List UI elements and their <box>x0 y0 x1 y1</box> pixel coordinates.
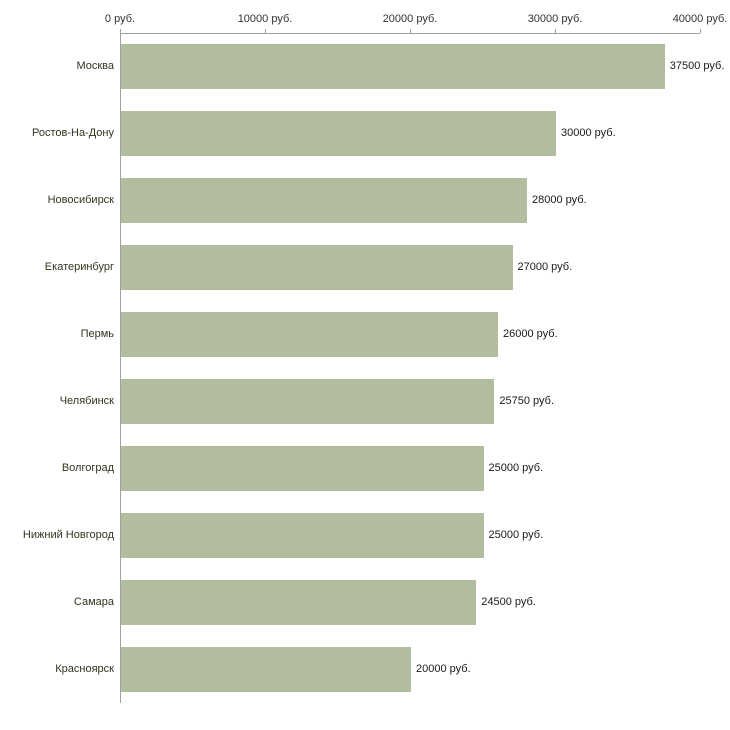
value-label: 24500 руб. <box>481 596 536 608</box>
bar <box>121 245 513 290</box>
x-tick-label: 0 руб. <box>104 13 136 25</box>
x-tick-mark <box>700 29 701 33</box>
bar-row: Ростов-На-Дону 30000 руб. <box>0 100 730 167</box>
bar-row: Челябинск 25750 руб. <box>0 368 730 435</box>
x-tick-label: 30000 руб. <box>527 13 583 25</box>
bar-row: Пермь 26000 руб. <box>0 301 730 368</box>
category-label: Новосибирск <box>47 194 114 206</box>
bar <box>121 312 498 357</box>
value-label: 25750 руб. <box>499 395 554 407</box>
category-label: Москва <box>76 60 114 72</box>
value-label: 26000 руб. <box>503 328 558 340</box>
category-label: Ростов-На-Дону <box>31 127 114 139</box>
value-label: 25000 руб. <box>488 462 544 474</box>
bar <box>121 178 527 223</box>
x-tick-mark <box>265 29 266 33</box>
bar <box>121 580 477 625</box>
value-label: 28000 руб. <box>532 194 587 206</box>
bar-row: Екатеринбург 27000 руб. <box>0 234 730 301</box>
value-label: 27000 руб. <box>517 261 573 273</box>
x-tick-label: 20000 руб. <box>382 13 438 25</box>
bar <box>121 647 411 692</box>
category-label: Красноярск <box>55 663 114 675</box>
category-label: Екатеринбург <box>44 261 114 273</box>
bar-row: Красноярск 20000 руб. <box>0 636 730 703</box>
category-label: Челябинск <box>59 395 114 407</box>
bar <box>121 446 484 491</box>
x-tick-mark <box>555 29 556 33</box>
bar-row: Волгоград 25000 руб. <box>0 435 730 502</box>
category-label: Волгоград <box>61 462 114 474</box>
value-label: 30000 руб. <box>561 127 616 139</box>
bar-row: Москва 37500 руб. <box>0 33 730 100</box>
value-label: 20000 руб. <box>416 663 471 675</box>
bar <box>121 379 495 424</box>
plot-area <box>120 33 700 703</box>
bar <box>121 513 484 558</box>
bar-row: Нижний Новгород 25000 руб. <box>0 502 730 569</box>
x-tick-label: 10000 руб. <box>237 13 293 25</box>
bar-row: Новосибирск 28000 руб. <box>0 167 730 234</box>
x-tick-mark <box>410 29 411 33</box>
value-label: 25000 руб. <box>488 529 544 541</box>
bar <box>121 44 665 89</box>
category-label: Самара <box>73 596 114 608</box>
category-label: Пермь <box>80 328 114 340</box>
bar <box>121 111 556 156</box>
category-label: Нижний Новгород <box>22 529 114 541</box>
x-tick-mark <box>120 29 121 33</box>
bar-row: Самара 24500 руб. <box>0 569 730 636</box>
x-tick-label: 40000 руб. <box>672 13 728 25</box>
value-label: 37500 руб. <box>669 60 725 72</box>
